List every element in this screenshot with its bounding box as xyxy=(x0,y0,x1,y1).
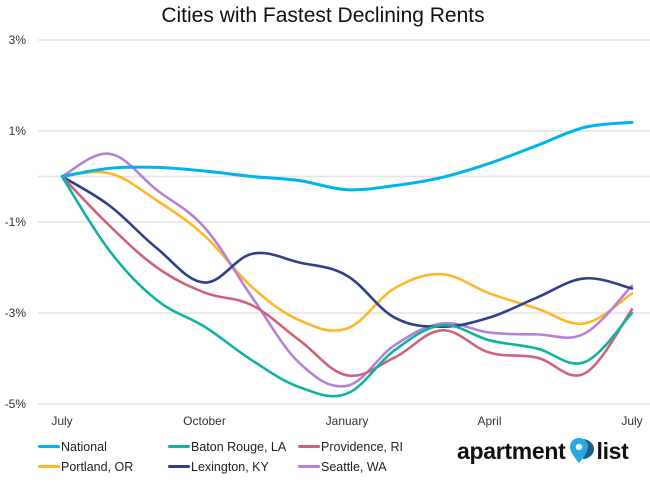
y-axis-ticks: 3% 1% -1% -3% -5% xyxy=(5,33,27,411)
series-line-seattle-wa xyxy=(60,152,634,388)
legend-swatch xyxy=(298,465,320,468)
legend-item-national: National xyxy=(38,438,168,455)
series-line-providence-ri xyxy=(60,175,634,378)
y-tick-label: 3% xyxy=(9,33,27,47)
legend-label: Seattle, WA xyxy=(321,459,387,474)
legend-swatch xyxy=(38,465,60,468)
legend: National Baton Rouge, LA Providence, RI … xyxy=(38,438,438,475)
y-tick-label: -3% xyxy=(5,306,27,320)
x-axis-ticks: July October January April July xyxy=(51,414,642,428)
series-line-lexington-ky xyxy=(60,175,634,328)
y-tick-label: 1% xyxy=(9,124,27,138)
legend-item-providence: Providence, RI xyxy=(298,438,428,455)
legend-swatch xyxy=(298,445,320,448)
x-tick-label: January xyxy=(326,414,369,428)
x-tick-label: October xyxy=(183,414,226,428)
legend-item-lexington: Lexington, KY xyxy=(168,458,298,475)
legend-swatch xyxy=(168,465,190,468)
legend-label: Providence, RI xyxy=(321,439,403,454)
x-tick-label: July xyxy=(51,414,72,428)
gridlines xyxy=(38,39,650,405)
legend-item-baton-rouge: Baton Rouge, LA xyxy=(168,438,298,455)
legend-item-portland: Portland, OR xyxy=(38,458,168,475)
series-line-national xyxy=(60,120,634,192)
series-line-portland-or xyxy=(60,170,634,332)
chart-title: Cities with Fastest Declining Rents xyxy=(161,4,484,27)
apartment-list-logo: apartment list xyxy=(457,435,629,467)
map-pin-icon xyxy=(569,438,594,463)
legend-label: National xyxy=(61,439,107,454)
y-tick-label: -5% xyxy=(5,397,27,411)
logo-word-list: list xyxy=(596,437,629,464)
legend-swatch xyxy=(38,445,60,448)
logo-word-apartment: apartment xyxy=(457,437,566,464)
line-chart: Cities with Fastest Declining Rents 3% 1%… xyxy=(5,4,650,428)
legend-label: Lexington, KY xyxy=(191,459,269,474)
series-line-baton-rouge-la xyxy=(60,175,634,398)
legend-swatch xyxy=(168,445,190,448)
legend-label: Portland, OR xyxy=(61,459,134,474)
x-tick-label: July xyxy=(621,414,642,428)
legend-item-seattle: Seattle, WA xyxy=(298,458,428,475)
y-tick-label: -1% xyxy=(5,215,27,229)
series-lines xyxy=(60,120,634,398)
legend-label: Baton Rouge, LA xyxy=(191,439,287,454)
x-tick-label: April xyxy=(477,414,501,428)
